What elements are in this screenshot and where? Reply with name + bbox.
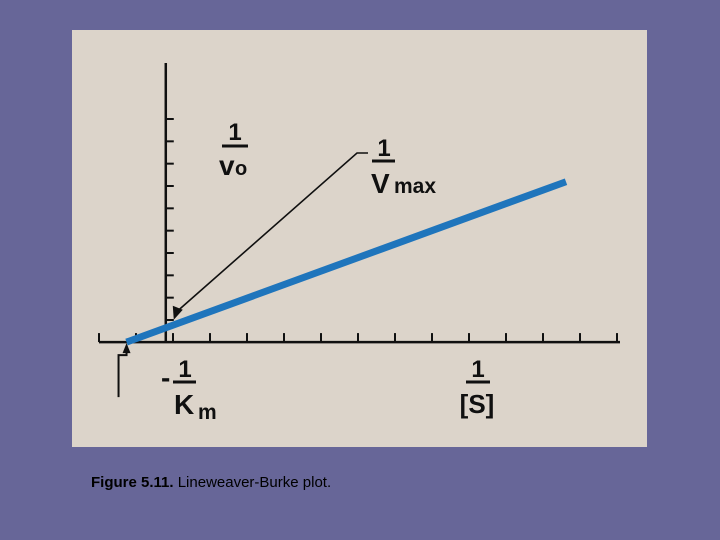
km-numerator: 1	[178, 356, 191, 383]
x-label-denominator: [S]	[460, 389, 495, 419]
km-annotation: - 1 K m	[161, 356, 217, 424]
lineweaver-burk-chart: 1 v o 1 V max - 1 K m 1	[98, 63, 620, 424]
y-label-subscript: o	[235, 158, 247, 180]
y-label-numerator: 1	[228, 119, 241, 146]
caption-label: Figure 5.11.	[91, 474, 174, 491]
vmax-arrow-head	[172, 305, 183, 320]
km-denominator: K	[174, 389, 194, 420]
vmax-subscript: max	[394, 175, 436, 198]
y-label-denominator: v	[219, 150, 235, 181]
km-subscript: m	[198, 401, 217, 424]
vmax-arrow-line	[177, 152, 368, 312]
y-axis-label: 1 v o	[219, 119, 248, 181]
caption-text: Lineweaver-Burke plot.	[173, 474, 332, 491]
axes	[98, 63, 620, 344]
vmax-denominator: V	[371, 168, 390, 199]
plot-panel: 1 v o 1 V max - 1 K m 1	[72, 30, 647, 447]
vmax-numerator: 1	[377, 135, 390, 162]
data-series-line	[125, 178, 568, 346]
x-axis-label: 1 [S]	[460, 356, 495, 419]
km-arrow-head	[122, 343, 131, 354]
arrows	[117, 152, 368, 398]
vmax-annotation: 1 V max	[371, 135, 436, 199]
x-label-numerator: 1	[471, 356, 484, 383]
km-arrow-line	[117, 351, 128, 398]
figure-caption: Figure 5.11. Lineweaver-Burke plot.	[91, 474, 331, 491]
km-sign: -	[161, 362, 170, 393]
